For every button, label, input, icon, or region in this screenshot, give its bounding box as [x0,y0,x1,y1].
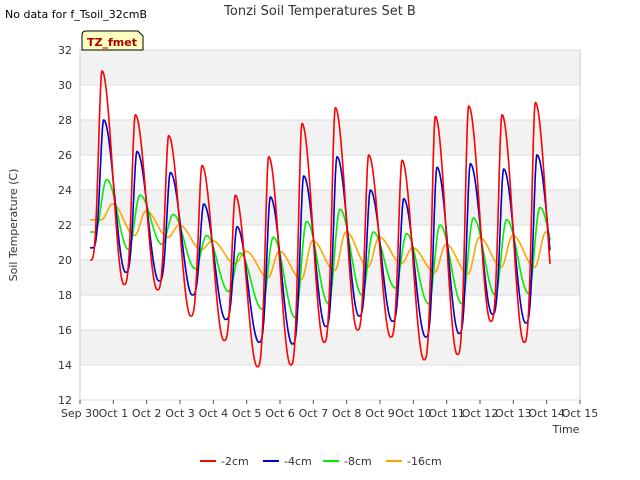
series-line-minus-4cm [89,119,551,345]
x-tick-label: Oct 8 [332,407,362,420]
y-tick-label: 14 [58,359,72,372]
background-band [80,120,580,155]
tz-fmet-tag: TZ_fmet [81,30,144,51]
background-band [80,330,580,365]
y-tick-label: 20 [58,254,72,267]
y-tick-label: 28 [58,114,72,127]
y-tick-label: 12 [58,394,72,407]
tag-label: TZ_fmet [87,36,137,49]
x-tick-label: Oct 6 [265,407,295,420]
x-tick-label: Oct 1 [99,407,129,420]
gridlines [80,49,580,401]
background-band [80,155,580,190]
background-band [80,365,580,400]
series-lines [89,70,551,368]
x-tick-label: Oct 9 [365,407,395,420]
background-band [80,50,580,85]
y-tick-label: 24 [58,184,72,197]
y-axis-label: Soil Temperature (C) [7,169,20,282]
series-line-minus-16cm [89,203,551,281]
legend-label: -16cm [407,455,442,468]
y-tick-label: 30 [58,79,72,92]
y-tick-label: 32 [58,44,72,57]
legend-label: -2cm [221,455,249,468]
series-line-minus-2cm [89,70,551,368]
no-data-note: No data for f_Tsoil_32cmB [5,8,147,21]
y-axis-ticks: 12 14 16 18 20 22 24 26 28 30 32 [58,44,72,407]
x-tick-label: Oct 5 [232,407,262,420]
x-tick-label: Oct 11 [428,407,465,420]
x-tick-label: Oct 7 [299,407,329,420]
y-tick-label: 16 [58,324,72,337]
x-tick-label: Oct 13 [495,407,532,420]
x-tick-label: Oct 12 [462,407,499,420]
legend: -2cm -4cm -8cm -16cm [200,455,442,468]
y-tick-label: 26 [58,149,72,162]
x-axis-ticks: Sep 30 Oct 1 Oct 2 Oct 3 Oct 4 Oct 5 Oct 6 Oct … [61,400,598,420]
x-axis-label: Time [552,423,580,436]
y-tick-label: 18 [58,289,72,302]
legend-label: -8cm [344,455,372,468]
x-tick-label: Oct 14 [528,407,565,420]
x-tick-label: Oct 10 [395,407,432,420]
x-tick-label: Oct 15 [562,407,599,420]
y-tick-label: 22 [58,219,72,232]
x-tick-label: Oct 2 [132,407,162,420]
background-band [80,85,580,120]
legend-label: -4cm [284,455,312,468]
x-tick-label: Sep 30 [61,407,99,420]
x-tick-label: Oct 4 [199,407,229,420]
chart-title: Tonzi Soil Temperatures Set B [223,4,416,19]
background-band [80,190,580,225]
x-tick-label: Oct 3 [165,407,195,420]
